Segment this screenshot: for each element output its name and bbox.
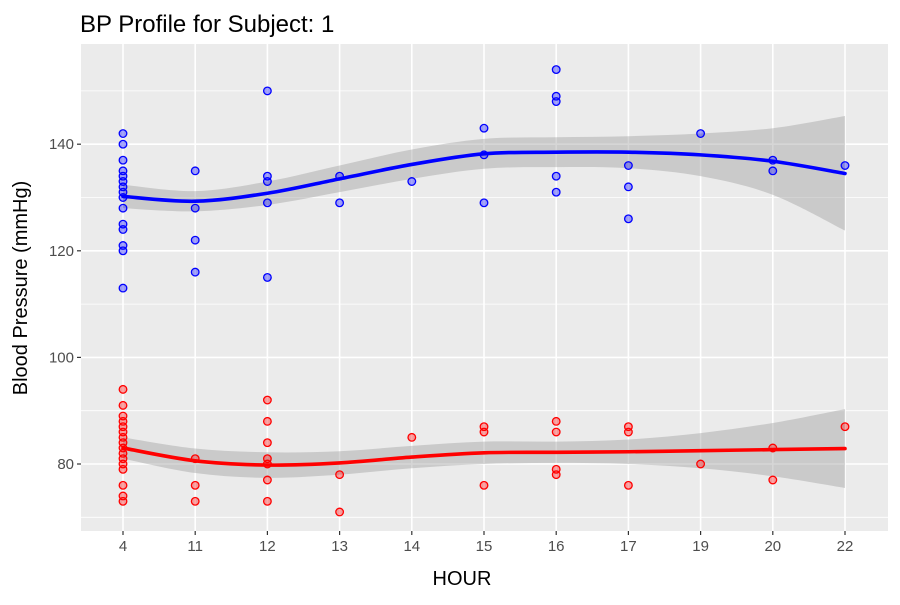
smooth-line [121,446,847,467]
data-point [262,475,272,485]
data-point [623,182,633,192]
data-point [623,161,633,170]
data-point [190,496,200,506]
x-tick-label: 13 [331,538,348,555]
x-tick-label: 19 [692,538,709,555]
x-tick-label: 15 [476,538,493,555]
data-point [696,459,706,469]
confidence-bands [123,115,845,488]
y-tick-label: 120 [49,243,74,260]
data-point [118,203,128,213]
data-point [262,198,272,208]
x-axis-label: HOUR [433,568,492,590]
data-point [551,427,561,437]
data-point [335,470,345,480]
data-point [551,470,561,480]
data-point [479,480,489,490]
data-point [118,225,128,234]
data-point [190,235,200,245]
data-point [479,427,489,437]
smooth-lines [121,150,847,467]
data-point [623,427,633,437]
x-tick-label: 14 [403,538,420,555]
data-point [262,438,272,448]
data-point [479,198,489,208]
data-point [551,416,561,426]
data-point [768,166,778,176]
data-point [262,273,272,282]
data-point [118,139,128,149]
data-point [262,416,272,426]
x-tick-label: 11 [187,538,203,555]
data-point [696,129,706,138]
data-point [407,177,417,186]
data-point [262,496,272,506]
x-axis: 4 11 12 13 14 15 16 17 19 20 22 [119,531,854,555]
data-point [623,214,633,224]
data-point [118,384,128,394]
y-tick-label: 80 [57,456,74,473]
x-tick-label: 22 [837,538,854,555]
data-point [118,155,128,165]
data-point [335,198,345,208]
x-tick-label: 4 [119,538,127,555]
y-tick-label: 100 [49,349,74,366]
data-point [118,400,128,410]
data-point [551,65,561,75]
data-point [407,432,417,442]
data-point [118,246,128,256]
y-tick-label: 140 [49,136,74,153]
data-point [190,203,200,213]
data-point [190,480,200,490]
data-point [118,480,128,490]
data-point [118,129,128,138]
smooth-line [121,150,847,204]
data-point [335,507,345,517]
x-tick-label: 20 [764,538,781,555]
data-point [262,395,272,405]
data-point [551,97,561,107]
data-point [118,283,128,293]
data-point [623,480,633,490]
x-tick-label: 12 [259,538,276,555]
data-point [262,86,272,96]
data-point [768,475,778,485]
y-axis-label: Blood Pressure (mmHg) [10,181,32,396]
y-axis: 80 100 120 140 [49,136,81,473]
data-point [118,464,128,474]
confidence-band [123,409,845,488]
data-point [118,496,128,506]
data-point [840,422,850,432]
x-tick-label: 17 [620,538,637,555]
confidence-band [123,115,845,231]
data-point [840,161,850,170]
data-point [551,187,561,197]
x-tick-label: 16 [548,538,565,555]
data-point [190,267,200,277]
data-point [190,166,200,176]
chart-title: BP Profile for Subject: 1 [80,11,334,38]
data-point [479,123,489,133]
data-point [262,177,272,186]
data-point [551,171,561,181]
